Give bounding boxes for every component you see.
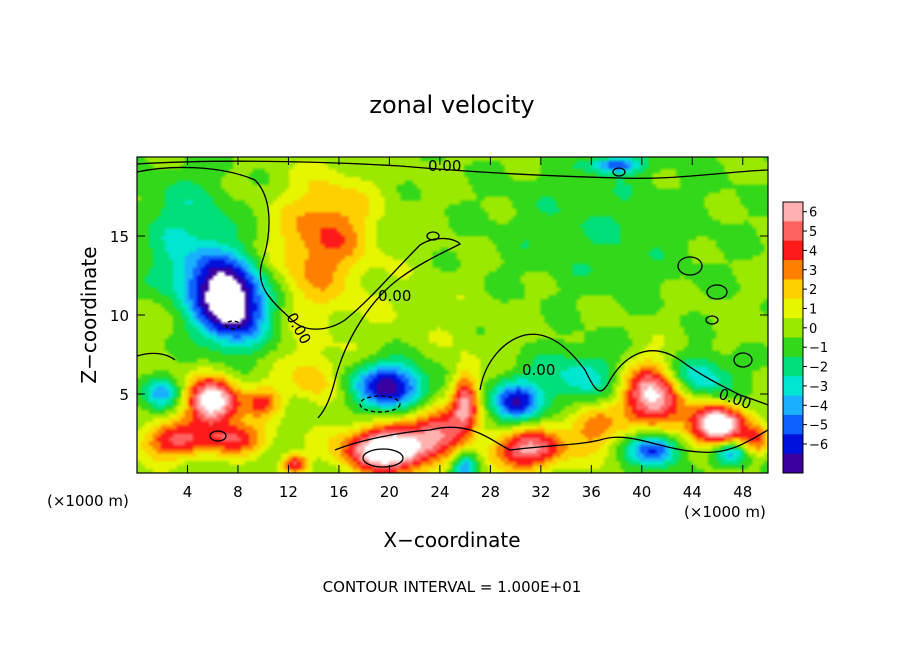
contour-interval-footer: CONTOUR INTERVAL = 1.000E+01	[323, 578, 582, 596]
y-tick-label: 10	[110, 307, 129, 325]
x-tick-label: 16	[329, 483, 348, 501]
colorbar-tick-label: 6	[809, 206, 817, 221]
zero-contour-upper	[137, 166, 462, 419]
dashed-loop-1	[225, 320, 241, 330]
x-tick-label: 8	[233, 483, 243, 501]
velocity-field	[137, 157, 768, 473]
colorbar-swatch	[783, 240, 803, 261]
plot-area: 0.00 0.00 0.00 0.00 0.00	[137, 157, 768, 473]
colorbar-tick-label: −3	[809, 380, 828, 395]
colorbar-swatch	[783, 221, 803, 242]
contour-loop-7	[705, 315, 719, 325]
colorbar-tick-label: −6	[809, 438, 828, 453]
zero-contour-lower	[479, 333, 768, 406]
colorbar-swatch	[783, 434, 803, 455]
colorbar-swatch	[783, 395, 803, 416]
y-tick-label: 15	[110, 228, 129, 246]
colorbar-swatch	[783, 279, 803, 300]
colorbar-tick-label: 5	[809, 225, 817, 240]
contour-label-lower: 0.00	[522, 361, 555, 379]
contour-loop-1	[677, 256, 703, 276]
contour-loop-2	[706, 284, 728, 300]
x-tick-label: 24	[430, 483, 449, 501]
contour-label-middle: 0.00	[378, 287, 411, 305]
x-axis: 4 8 12 16 20 24 28 32 36 40 44 48	[183, 157, 752, 501]
x-axis-label: X−coordinate	[383, 528, 520, 552]
colorbar-swatch	[783, 298, 803, 319]
x-tick-label: 48	[733, 483, 752, 501]
x-tick-label: 36	[582, 483, 601, 501]
y-axis-label: Z−coordinate	[77, 246, 101, 383]
colorbar-tick-label: 1	[809, 302, 817, 317]
colorbar-swatch	[783, 202, 803, 222]
colorbar-swatch	[783, 260, 803, 280]
y-tick-label: 5	[119, 386, 129, 404]
colorbar-tick-label: −2	[809, 361, 828, 376]
colorbar-tick-label: 4	[809, 244, 817, 259]
zero-contour-left	[137, 352, 176, 361]
colorbar-tick-label: 3	[809, 264, 817, 279]
colorbar-swatch	[783, 337, 803, 358]
y-axis: 5 10 15	[110, 228, 768, 404]
x-tick-label: 28	[481, 483, 500, 501]
dashed-loop-2	[359, 395, 401, 413]
colorbar-swatch	[783, 318, 803, 338]
colorbar-tick-label: −5	[809, 419, 828, 434]
x-tick-label: 4	[183, 483, 193, 501]
zero-contour-middle	[334, 426, 768, 454]
colorbar: 6 5 4 3 2 1 0 −1 −2 −3 −4 −5 −6	[782, 201, 828, 474]
colorbar-swatch	[783, 414, 803, 435]
contour-loop-3	[733, 352, 753, 368]
x-tick-label: 40	[632, 483, 651, 501]
colorbar-tick-label: −1	[809, 341, 828, 356]
colorbar-tick-label: 2	[809, 283, 817, 298]
colorbar-swatch	[783, 453, 803, 474]
x-tick-label: 20	[380, 483, 399, 501]
x-tick-label: 32	[531, 483, 550, 501]
colorbar-frame	[782, 201, 804, 474]
contour-loop-8	[362, 448, 404, 468]
contour-loop-4	[209, 430, 227, 442]
x-tick-label: 44	[683, 483, 702, 501]
colorbar-tick-label: 0	[809, 322, 817, 337]
contour-lines	[137, 160, 768, 468]
colorbar-swatch	[783, 376, 803, 397]
chart-title: zonal velocity	[369, 91, 534, 119]
x-tick-label: 12	[279, 483, 298, 501]
x-unit-left: (×1000 m)	[47, 492, 129, 510]
x-unit-right: (×1000 m)	[684, 503, 766, 521]
contour-loop-6	[612, 167, 626, 177]
colorbar-tick-label: −4	[809, 399, 828, 414]
contour-label-top: 0.00	[428, 157, 461, 175]
contour-loop-5	[426, 231, 440, 241]
zero-contour-top	[137, 160, 768, 179]
colorbar-swatch	[783, 356, 803, 377]
